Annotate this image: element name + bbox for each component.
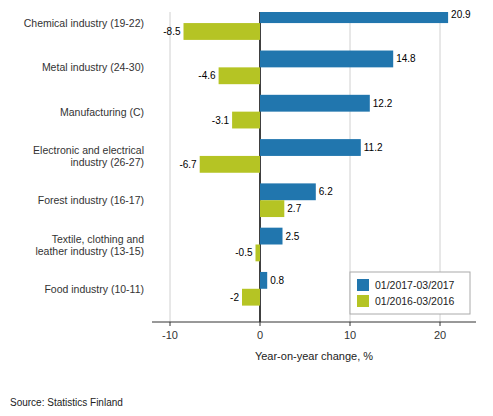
data-label: -6.7: [179, 159, 197, 170]
bar: [242, 289, 260, 306]
category-label: Chemical industry (19-22): [24, 17, 144, 29]
tick-label: 10: [344, 329, 356, 341]
tick-mark: [350, 322, 351, 326]
bar: [219, 67, 260, 84]
legend-swatch: [357, 279, 369, 291]
tick-label: 0: [257, 329, 263, 341]
category-label-line: Manufacturing (C): [60, 106, 144, 118]
bars: [184, 12, 449, 306]
legend: 01/2017-03/2017 01/2016-03/2016: [350, 272, 470, 314]
tick-mark: [170, 322, 171, 326]
data-label: 2.5: [286, 231, 300, 242]
bar: [260, 139, 361, 156]
category-label: Metal industry (24-30): [42, 61, 144, 73]
bar: [260, 95, 370, 112]
bar: [260, 12, 448, 23]
chart: -10 0 10 20 20.9 -8.5 14.8 -4.6 12.2 -3.1 11.2 -6.7…: [0, 0, 493, 416]
category-label: Textile, clothing andleather industry (1…: [35, 233, 144, 257]
data-labels: 20.9 -8.5 14.8 -4.6 12.2 -3.1 11.2 -6.7 6.2 2.7 2.…: [163, 9, 471, 303]
tick-mark: [440, 322, 441, 326]
tick-label: 20: [434, 329, 446, 341]
category-label: Electronic and electricalindustry (26-27…: [33, 144, 144, 168]
tick-mark: [260, 322, 261, 326]
legend-label: 01/2017-03/2017: [375, 279, 455, 291]
legend-box: [350, 272, 470, 314]
data-label: 0.8: [270, 275, 284, 286]
category-label-line: leather industry (13-15): [35, 245, 144, 257]
x-axis-line: [152, 322, 476, 323]
bar: [260, 51, 393, 68]
legend-label: 01/2016-03/2016: [375, 295, 455, 307]
category-label: Forest industry (16-17): [38, 194, 144, 206]
data-label: 20.9: [451, 9, 471, 20]
grid-line: [170, 12, 171, 322]
category-label-line: Chemical industry (19-22): [24, 17, 144, 29]
data-label: 6.2: [319, 186, 333, 197]
tick-label: -10: [162, 329, 178, 341]
bar: [260, 272, 267, 289]
data-label: 12.2: [373, 98, 393, 109]
data-label: -8.5: [163, 26, 181, 37]
bar: [260, 183, 316, 200]
data-label: -3.1: [212, 115, 230, 126]
category-label-line: Forest industry (16-17): [38, 194, 144, 206]
bar: [232, 112, 260, 129]
data-label: -2: [230, 292, 239, 303]
bar: [260, 228, 283, 245]
category-label-line: Metal industry (24-30): [42, 61, 144, 73]
data-label: -4.6: [198, 70, 216, 81]
bar: [184, 23, 261, 40]
data-label: 11.2: [364, 142, 383, 153]
annotation: Source: Statistics Finland: [10, 397, 123, 408]
x-axis-label: Year-on-year change, %: [255, 350, 373, 362]
bar: [200, 156, 260, 173]
category-label: Manufacturing (C): [60, 106, 144, 118]
category-label-line: Electronic and electrical: [33, 144, 144, 156]
category-label-line: Food industry (10-11): [44, 283, 144, 295]
data-label: 2.7: [287, 203, 301, 214]
category-label: Food industry (10-11): [44, 283, 144, 295]
legend-swatch: [357, 295, 369, 307]
data-label: -0.5: [235, 247, 253, 258]
category-label-line: Textile, clothing and: [52, 233, 144, 245]
category-label-line: industry (26-27): [70, 156, 144, 168]
bar: [260, 200, 284, 217]
bar: [256, 245, 261, 262]
data-label: 14.8: [396, 53, 416, 64]
